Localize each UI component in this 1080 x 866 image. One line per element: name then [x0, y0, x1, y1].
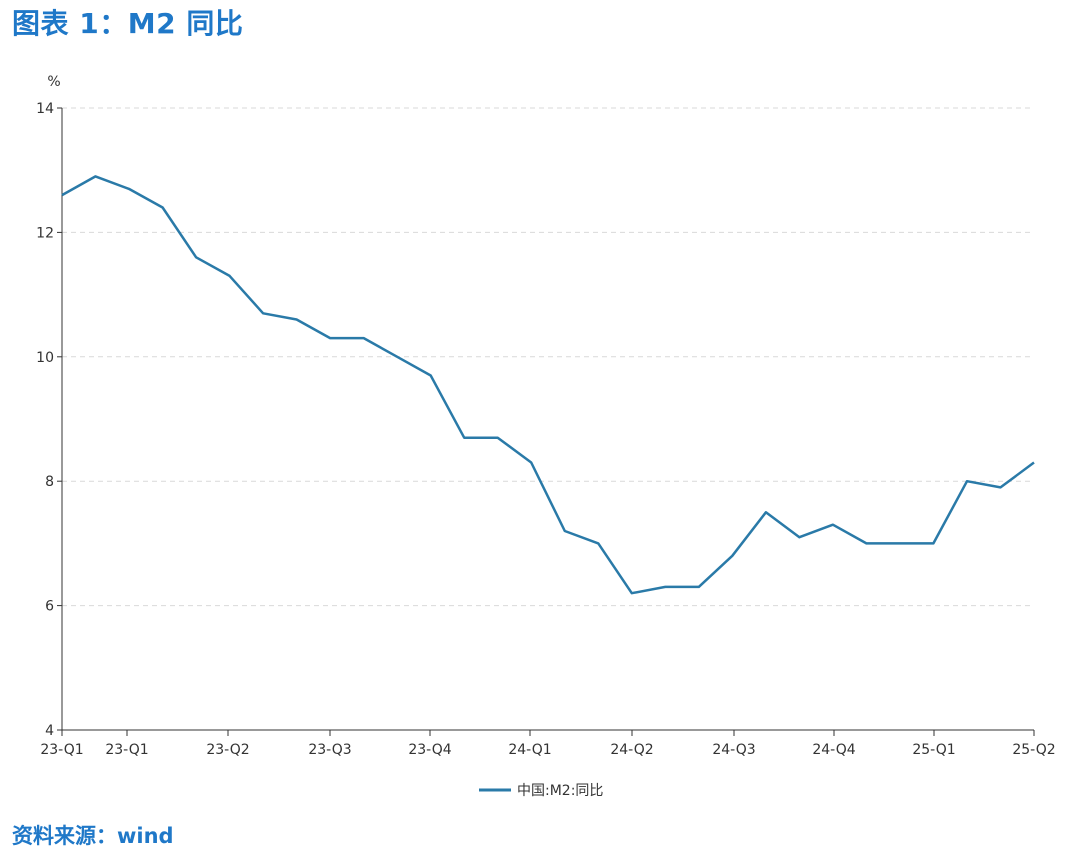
chart-title: 图表 1：M2 同比 — [12, 7, 244, 40]
x-tick-label: 25-Q1 — [912, 742, 955, 758]
x-tick-label: 23-Q2 — [206, 742, 249, 758]
legend-label: 中国:M2:同比 — [517, 783, 603, 799]
x-tick-label: 24-Q2 — [610, 742, 653, 758]
x-tick-label: 23-Q4 — [408, 742, 451, 758]
y-tick-label: 10 — [36, 350, 54, 366]
y-tick-label: 12 — [36, 225, 54, 241]
y-tick-label: 6 — [45, 599, 54, 615]
grid-lines — [62, 107, 1034, 607]
x-tick-label: 23-Q1 — [105, 742, 148, 758]
y-tick-label: 8 — [45, 474, 54, 490]
axes — [57, 107, 1035, 736]
x-tick-label: 24-Q4 — [812, 742, 855, 758]
x-tick-label: 24-Q1 — [508, 742, 551, 758]
series-line — [61, 175, 1035, 595]
y-tick-labels: 4 6 8 10 12 14% — [36, 74, 60, 739]
source-note: 资料来源：wind — [12, 824, 174, 848]
x-tick-label: 24-Q3 — [712, 742, 755, 758]
y-axis-unit: % — [47, 74, 60, 90]
x-tick-label: 23-Q3 — [308, 742, 351, 758]
x-tick-label: 23-Q1 — [40, 742, 83, 758]
x-tick-labels: 23-Q1 23-Q1 23-Q2 23-Q3 23-Q4 24-Q1 24-Q2 24-Q3… — [40, 742, 1055, 758]
series-lines — [61, 175, 1035, 595]
legend: 中国:M2:同比 — [479, 783, 603, 799]
y-tick-label: 4 — [45, 723, 54, 739]
y-tick-label: 14 — [36, 101, 54, 117]
x-tick-label: 25-Q2 — [1012, 742, 1055, 758]
